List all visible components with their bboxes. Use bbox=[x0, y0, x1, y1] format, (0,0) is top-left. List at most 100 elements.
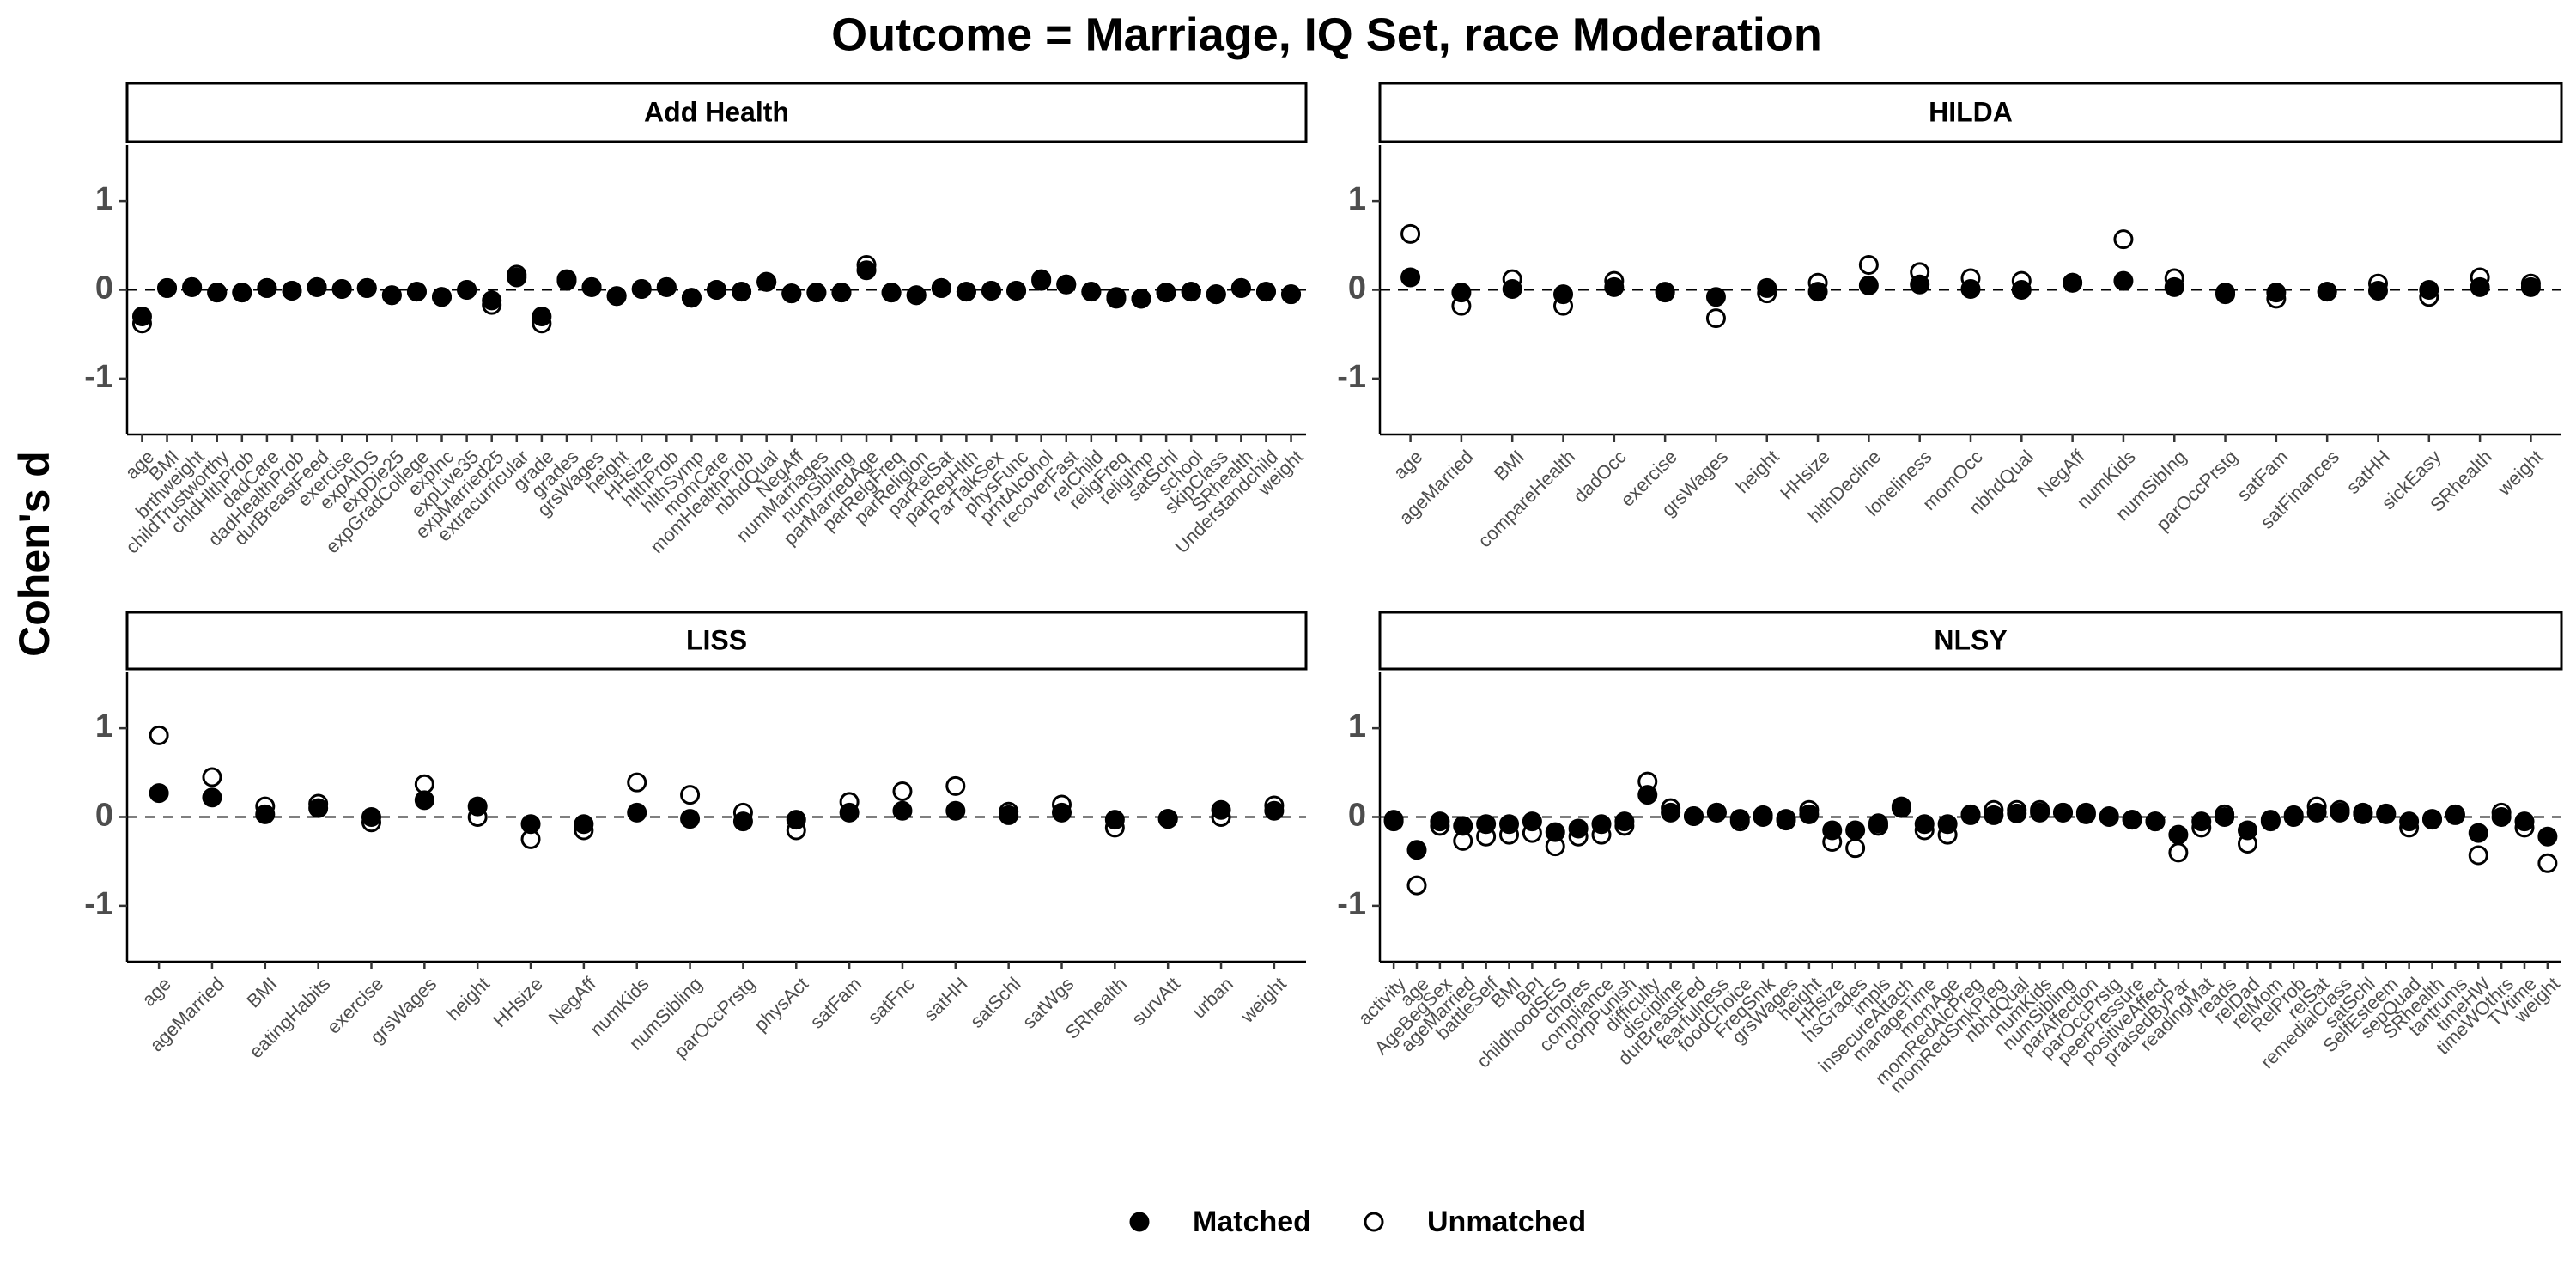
matched-point bbox=[255, 804, 276, 824]
matched-point bbox=[307, 276, 327, 297]
legend-label: Matched bbox=[1193, 1206, 1311, 1238]
unmatched-point bbox=[1406, 875, 1427, 896]
matched-point bbox=[2353, 804, 2373, 824]
matched-point bbox=[732, 811, 753, 832]
matched-point bbox=[732, 282, 752, 302]
facet-strip bbox=[125, 611, 1308, 671]
y-tick-label: 0 bbox=[95, 270, 113, 307]
matched-point bbox=[574, 814, 594, 835]
matched-point bbox=[856, 260, 877, 281]
matched-point bbox=[1157, 809, 1178, 829]
matched-point bbox=[1960, 278, 1981, 299]
matched-point bbox=[1006, 281, 1027, 301]
unmatched-point bbox=[414, 774, 434, 794]
matched-point bbox=[308, 798, 329, 818]
y-tick-label: 1 bbox=[95, 181, 113, 217]
matched-point bbox=[2317, 282, 2337, 302]
matched-point bbox=[207, 283, 228, 303]
matched-point bbox=[627, 802, 647, 823]
matched-point bbox=[482, 290, 502, 311]
matched-point bbox=[1230, 277, 1251, 298]
matched-point bbox=[999, 805, 1019, 825]
matched-point bbox=[2419, 280, 2439, 300]
matched-point bbox=[1910, 274, 1930, 295]
matched-point bbox=[606, 286, 627, 307]
unmatched-point bbox=[2537, 853, 2558, 873]
matched-point bbox=[2191, 811, 2212, 832]
matched-point bbox=[2367, 281, 2388, 301]
matched-point bbox=[282, 281, 302, 301]
matched-point bbox=[507, 267, 527, 288]
matched-point bbox=[806, 283, 827, 303]
matched-point bbox=[1476, 814, 1497, 835]
matched-point bbox=[1591, 814, 1612, 835]
matched-point bbox=[581, 276, 602, 297]
matched-point bbox=[2075, 804, 2096, 824]
matched-point bbox=[131, 307, 152, 327]
matched-point bbox=[1858, 275, 1879, 295]
y-tick-label: 1 bbox=[95, 708, 113, 744]
unmatched-point bbox=[627, 772, 647, 793]
matched-point bbox=[981, 281, 1001, 301]
matched-point bbox=[1106, 289, 1127, 309]
matched-point bbox=[906, 285, 927, 306]
matched-point bbox=[1684, 805, 1704, 826]
matched-point bbox=[831, 283, 852, 303]
matched-point bbox=[2537, 826, 2558, 847]
matched-point bbox=[2215, 284, 2236, 305]
matched-point bbox=[1052, 802, 1072, 823]
matched-point bbox=[1845, 820, 1866, 841]
matched-point bbox=[232, 283, 252, 303]
matched-point bbox=[1406, 840, 1427, 860]
matched-point bbox=[2030, 802, 2050, 823]
matched-point bbox=[707, 280, 726, 300]
matched-point bbox=[2376, 804, 2397, 824]
matched-point bbox=[1383, 810, 1404, 830]
matched-point bbox=[1499, 814, 1519, 835]
matched-point bbox=[1081, 282, 1102, 302]
facet-strip bbox=[1378, 611, 2563, 671]
matched-point bbox=[381, 285, 402, 306]
legend-marker bbox=[1364, 1212, 1384, 1232]
facet-title: NLSY bbox=[1934, 624, 2007, 655]
matched-point bbox=[532, 307, 552, 327]
y-tick-label: 1 bbox=[1348, 708, 1366, 744]
matched-point bbox=[2306, 802, 2327, 823]
matched-point bbox=[1868, 813, 1888, 834]
matched-point bbox=[1181, 282, 1201, 302]
matched-point bbox=[556, 270, 577, 291]
matched-point bbox=[1960, 804, 1981, 824]
matched-point bbox=[1914, 814, 1935, 835]
chart-title: Outcome = Marriage, IQ Set, race Moderat… bbox=[831, 9, 1822, 60]
matched-point bbox=[2063, 272, 2083, 293]
matched-point bbox=[1281, 284, 1302, 305]
matched-point bbox=[2145, 811, 2166, 832]
matched-point bbox=[2215, 807, 2235, 827]
matched-point bbox=[2099, 807, 2119, 827]
matched-point bbox=[331, 278, 352, 299]
matched-point bbox=[356, 277, 377, 298]
matched-point bbox=[2445, 804, 2465, 824]
y-axis-label: Cohen's d bbox=[10, 451, 58, 657]
unmatched-point bbox=[2168, 842, 2189, 863]
matched-point bbox=[1553, 284, 1574, 305]
matched-point bbox=[839, 802, 860, 823]
matched-point bbox=[1430, 811, 1450, 832]
matched-point bbox=[1705, 287, 1726, 307]
matched-point bbox=[1156, 283, 1176, 303]
matched-point bbox=[1799, 804, 1820, 824]
facet-strip bbox=[1378, 82, 2563, 143]
y-tick-label: 1 bbox=[1348, 181, 1366, 217]
matched-point bbox=[1729, 809, 1750, 829]
unmatched-point bbox=[1845, 838, 1866, 859]
matched-point bbox=[1131, 289, 1151, 309]
matched-point bbox=[2491, 807, 2512, 827]
matched-point bbox=[1264, 800, 1285, 821]
matched-point bbox=[149, 783, 169, 804]
matched-point bbox=[2113, 270, 2134, 291]
matched-point bbox=[520, 814, 541, 835]
matched-point bbox=[2168, 824, 2189, 845]
matched-point bbox=[2468, 823, 2488, 843]
matched-point bbox=[2283, 807, 2304, 827]
